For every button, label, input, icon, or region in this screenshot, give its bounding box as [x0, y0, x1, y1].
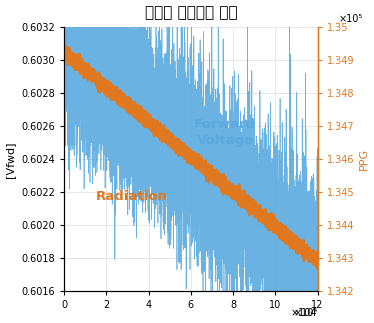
Text: ×10⁵: ×10⁵: [338, 14, 363, 24]
Y-axis label: PPG: PPG: [358, 148, 368, 170]
Text: Radiation: Radiation: [95, 190, 167, 203]
Text: Forward
Voltage: Forward Voltage: [194, 118, 256, 147]
Title: 광량과 순전압의 관계: 광량과 순전압의 관계: [144, 5, 237, 21]
Text: ×104: ×104: [291, 308, 318, 318]
Text: ×10⁴: ×10⁴: [293, 308, 318, 318]
Y-axis label: [Vfwd]: [Vfwd]: [6, 141, 16, 178]
